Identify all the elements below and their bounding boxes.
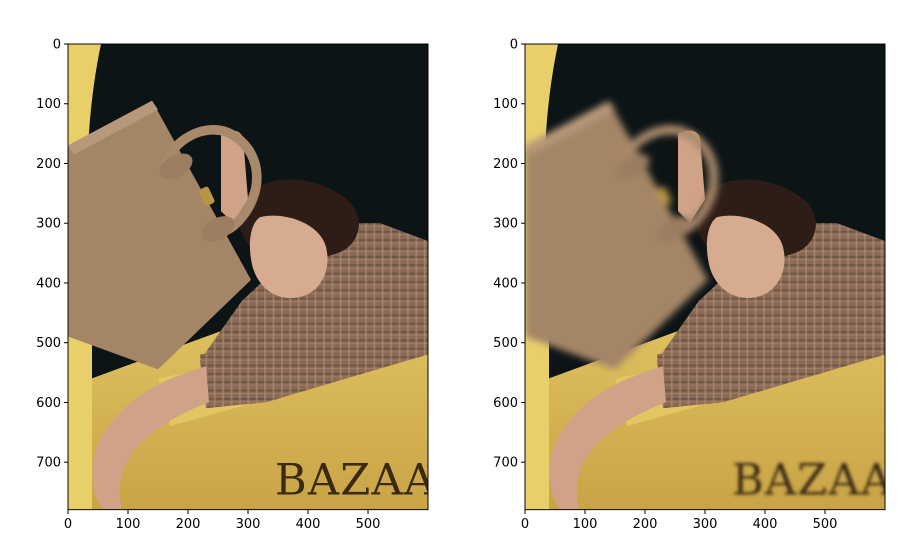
axes-layer: 0 100 200 300 400 500 0 100 200 300 400 500 600 700 0 1… — [36, 38, 837, 533]
right-image-panel: BAZAAR — [524, 43, 904, 511]
left-x-tick-label: 300 — [236, 517, 261, 532]
left-image-panel: BAZAAR — [67, 43, 470, 511]
left-y-tick-label: 700 — [36, 456, 61, 471]
right-y-tick-label: 400 — [493, 276, 518, 291]
left-x-tick-label: 200 — [176, 517, 201, 532]
right-x-tick-label: 0 — [521, 517, 529, 532]
left-x-tick-label: 100 — [116, 517, 141, 532]
right-x-tick-label: 200 — [633, 517, 658, 532]
right-y-tick-label: 700 — [493, 456, 518, 471]
left-logo-text: BAZAAR — [275, 456, 470, 506]
left-y-tick-label: 200 — [36, 157, 61, 172]
left-y-tick-label: 400 — [36, 276, 61, 291]
right-y-tick-label: 100 — [493, 97, 518, 112]
left-y-tick-label: 300 — [36, 217, 61, 232]
right-y-tick-label: 200 — [493, 157, 518, 172]
left-y-tick-label: 0 — [53, 38, 61, 53]
right-x-tick-label: 100 — [573, 517, 598, 532]
left-x-tick-label: 400 — [296, 517, 321, 532]
right-x-tick-label: 400 — [753, 517, 778, 532]
left-y-tick-label: 100 — [36, 97, 61, 112]
right-logo-text: BAZAAR — [732, 456, 904, 506]
right-y-tick-label: 500 — [493, 336, 518, 351]
left-x-tick-label: 500 — [356, 517, 381, 532]
right-y-tick-label: 600 — [493, 396, 518, 411]
left-y-tick-label: 500 — [36, 336, 61, 351]
right-y-tick-label: 0 — [510, 38, 518, 53]
right-y-tick-label: 300 — [493, 217, 518, 232]
right-x-tick-label: 500 — [813, 517, 838, 532]
right-x-tick-label: 300 — [693, 517, 718, 532]
left-x-tick-label: 0 — [64, 517, 72, 532]
left-y-tick-label: 600 — [36, 396, 61, 411]
